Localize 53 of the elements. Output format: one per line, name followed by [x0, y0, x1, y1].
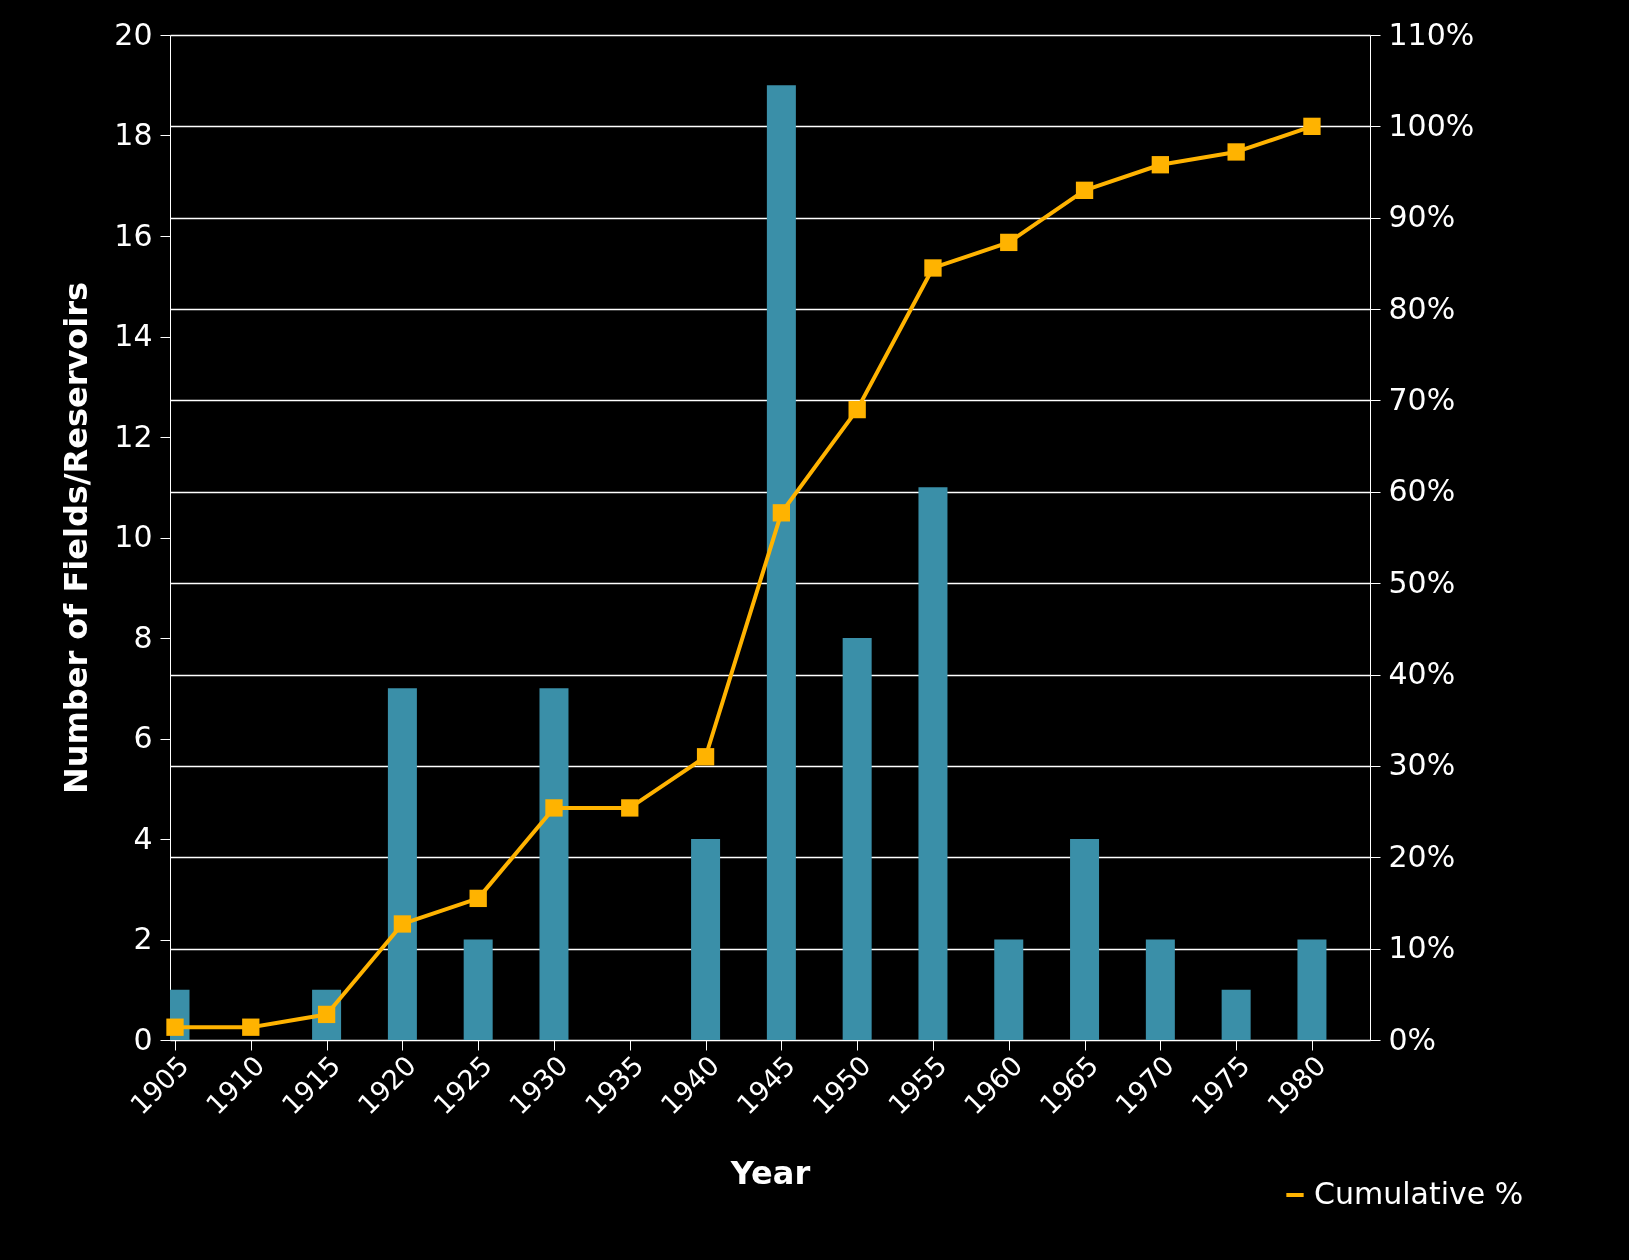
point — [696, 748, 715, 766]
bar — [1145, 939, 1175, 1040]
legend-label: Cumulative % — [1314, 1176, 1524, 1211]
point — [848, 400, 866, 419]
point — [1151, 156, 1170, 174]
point — [772, 504, 791, 522]
y2-tick-label: 80% — [1388, 290, 1456, 326]
bar — [918, 487, 948, 1040]
point — [1000, 233, 1018, 252]
y-tick-label: 14 — [114, 318, 153, 353]
y2-tick-label: 110% — [1388, 16, 1475, 52]
bar — [539, 688, 569, 1040]
point — [469, 889, 487, 908]
x-axis-title: Year — [729, 1154, 811, 1193]
bar — [463, 939, 493, 1040]
y-tick-label: 8 — [133, 619, 153, 655]
point — [1303, 117, 1321, 136]
point — [166, 1018, 184, 1036]
point — [545, 799, 563, 817]
y2-tick-label: 60% — [1388, 473, 1456, 509]
y-axis-title: Number of Fields/Reservoirs — [57, 281, 96, 795]
y-tick-label: 18 — [114, 117, 153, 152]
bar — [387, 688, 417, 1040]
y2-tick-label: 20% — [1388, 838, 1456, 874]
y-tick-label: 16 — [114, 217, 153, 253]
y2-tick-label: 0% — [1388, 1021, 1437, 1057]
y-tick-label: 4 — [133, 820, 153, 856]
bar — [842, 638, 872, 1040]
y-tick-label: 10 — [114, 519, 153, 554]
bar — [1070, 839, 1100, 1040]
y2-tick-label: 70% — [1388, 381, 1456, 417]
y-tick-label: 20 — [114, 16, 153, 52]
point — [393, 915, 412, 933]
point — [1075, 181, 1094, 199]
bar — [994, 939, 1024, 1040]
bar — [1221, 989, 1251, 1040]
y-tick-label: 12 — [114, 418, 153, 454]
point — [1227, 143, 1245, 161]
y2-tick-label: 40% — [1388, 656, 1456, 692]
y-tick-label: 6 — [133, 720, 153, 755]
bar — [1297, 939, 1327, 1040]
point — [242, 1018, 260, 1036]
point — [621, 799, 639, 817]
point — [924, 259, 942, 277]
y2-tick-label: 10% — [1388, 930, 1456, 966]
y-tick-label: 0 — [133, 1021, 153, 1057]
bar — [766, 85, 796, 1040]
bar — [691, 839, 721, 1040]
y2-tick-label: 100% — [1388, 107, 1475, 143]
y2-tick-label: 50% — [1388, 564, 1456, 600]
y-tick-label: 2 — [133, 921, 153, 956]
y2-tick-label: 90% — [1388, 199, 1456, 235]
y2-tick-label: 30% — [1388, 747, 1456, 783]
